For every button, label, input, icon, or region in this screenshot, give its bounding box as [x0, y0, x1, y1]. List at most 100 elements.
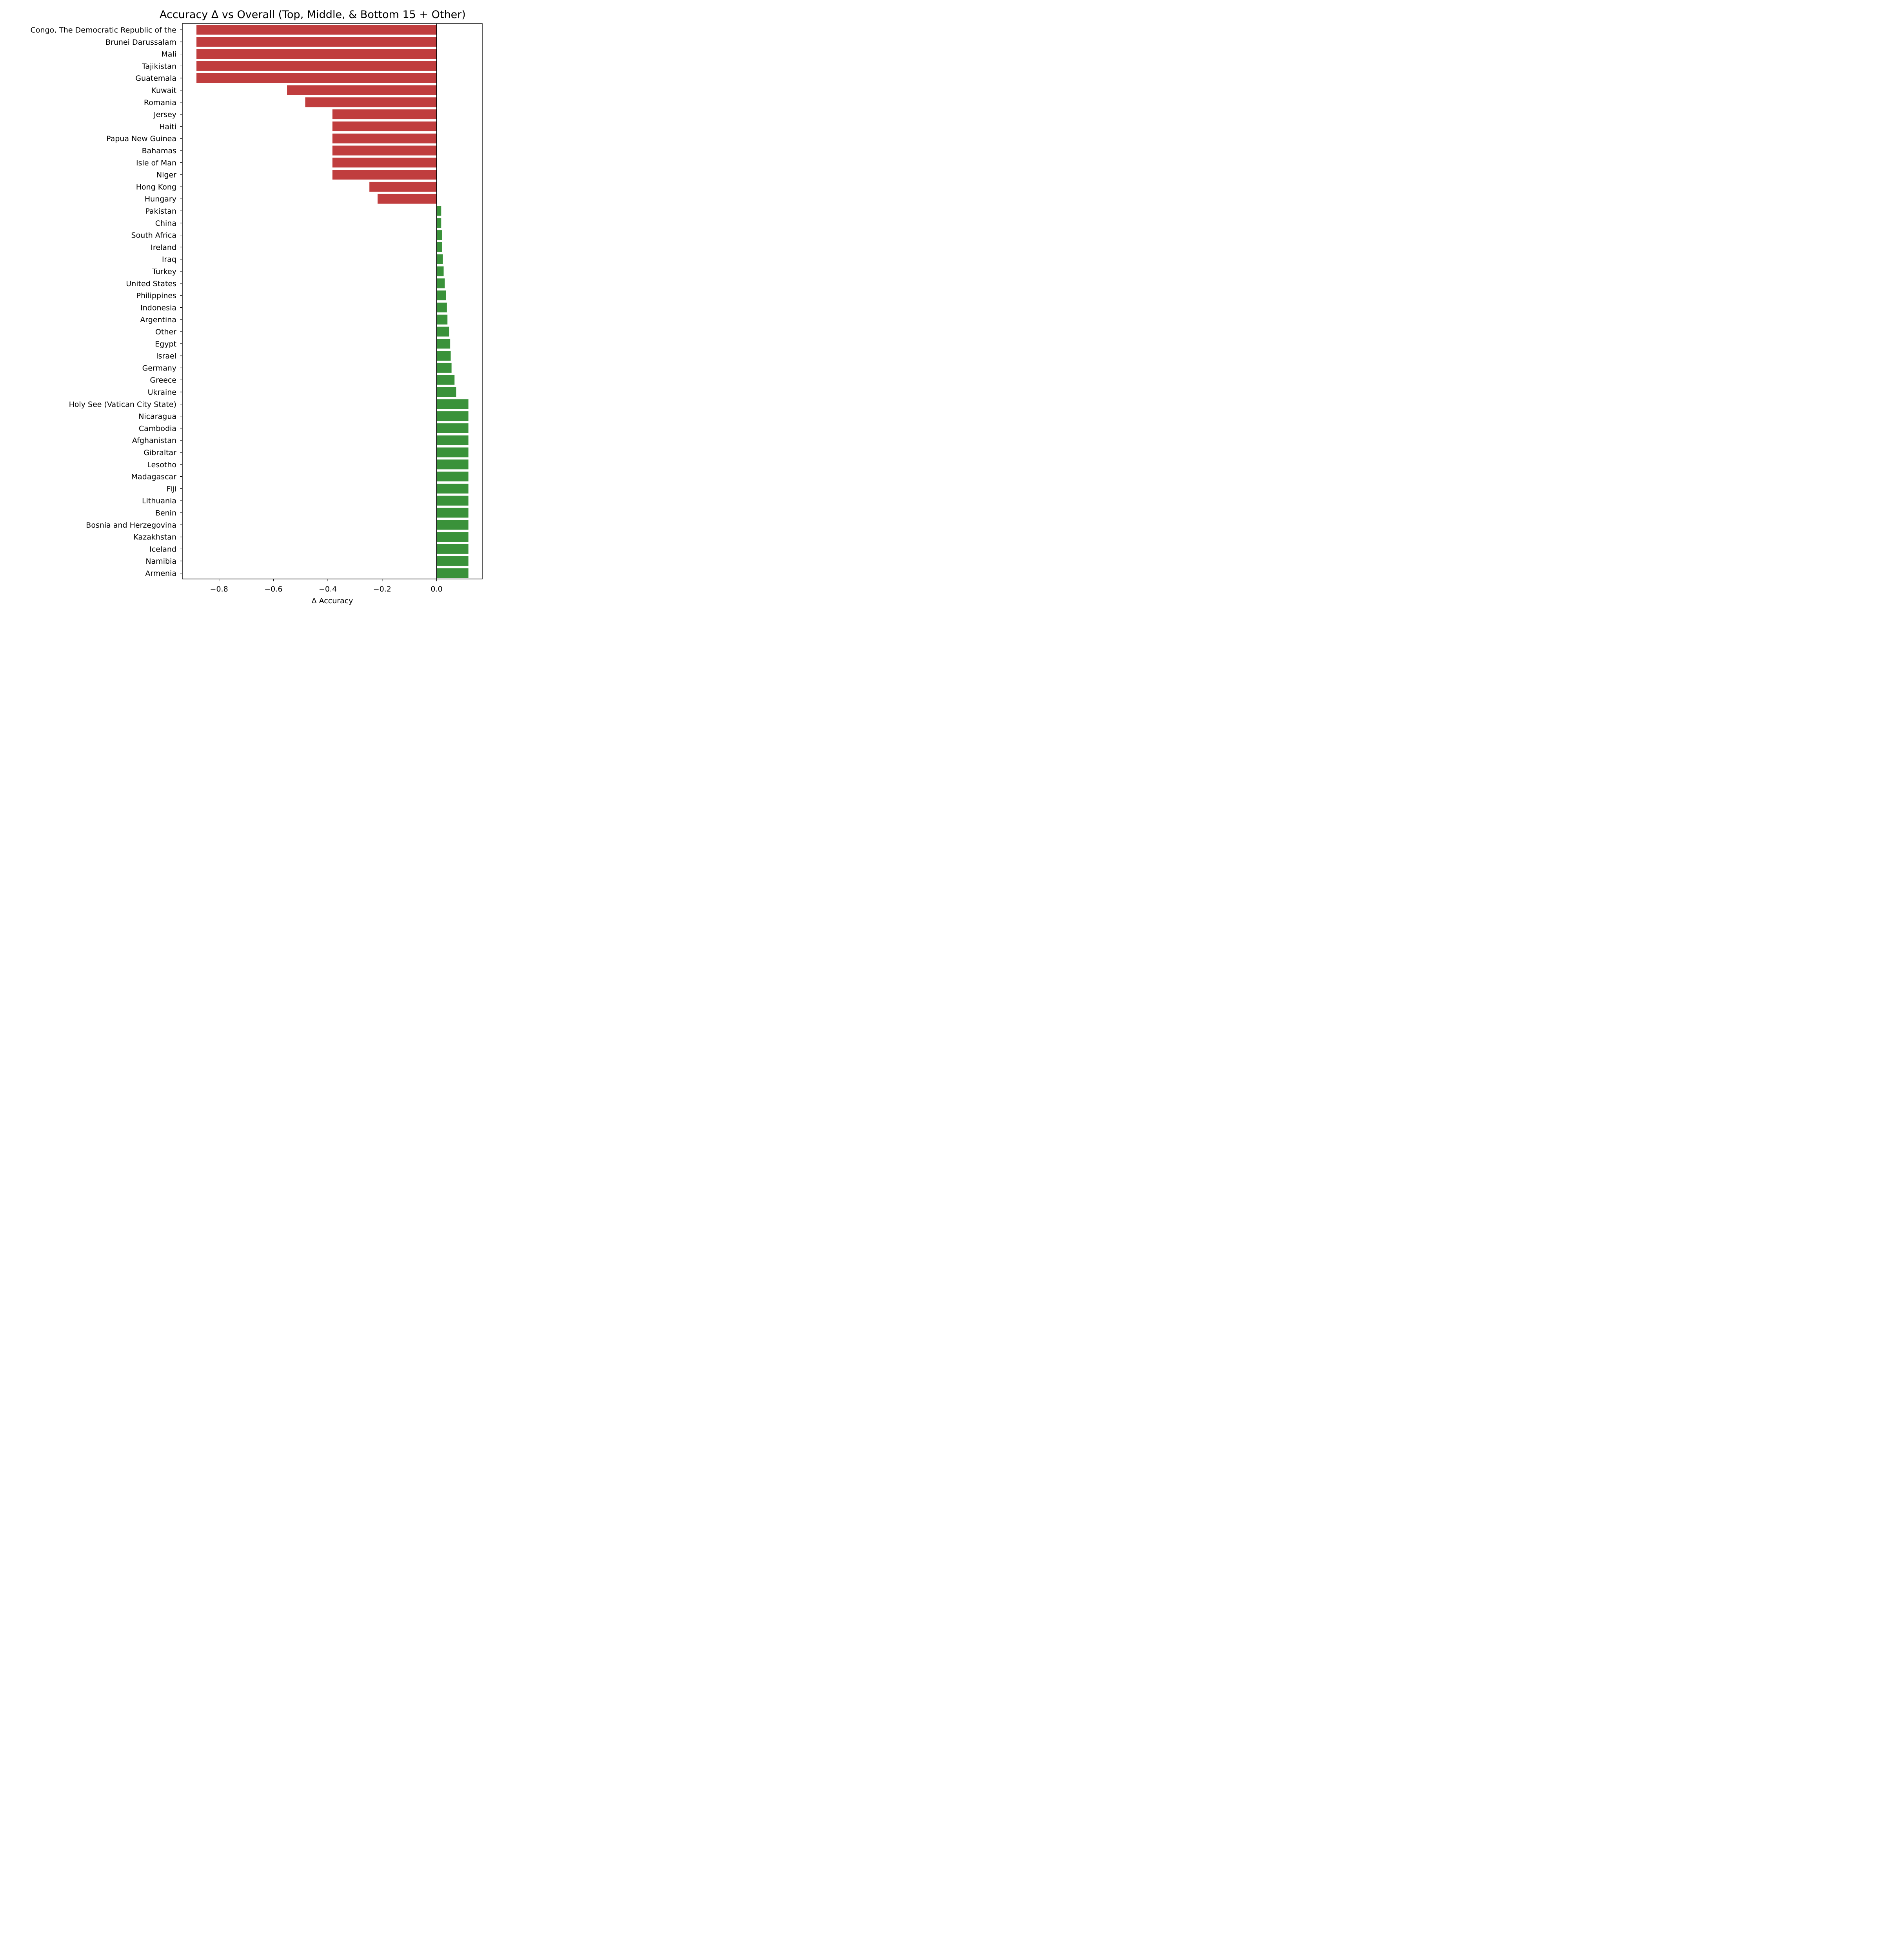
bar [436, 472, 469, 482]
y-tick-label: Gibraltar [144, 448, 176, 457]
bar [436, 556, 469, 566]
y-tick-label: Guatemala [135, 74, 176, 83]
chart-title: Accuracy Δ vs Overall (Top, Middle, & Bo… [160, 9, 466, 21]
y-tick-label: Nicaragua [138, 412, 176, 421]
y-tick-label: China [155, 219, 176, 228]
x-axis-title: Δ Accuracy [312, 597, 353, 605]
bar [436, 483, 469, 494]
y-tick-label: Germany [142, 364, 176, 372]
bar [436, 508, 469, 518]
plot-frame [182, 23, 483, 579]
y-tick-label: Greece [150, 376, 176, 385]
bar [332, 145, 437, 156]
bar [305, 97, 437, 107]
x-tick-label: −0.4 [319, 585, 337, 593]
bar [332, 133, 437, 143]
bar [332, 109, 437, 120]
y-tick-label: Indonesia [140, 303, 176, 312]
x-tick-label: 0.0 [431, 585, 442, 593]
bar [196, 61, 437, 71]
y-tick-label: Niger [156, 171, 176, 180]
y-tick-label: Cambodia [139, 424, 176, 433]
bar [436, 363, 452, 373]
bar [436, 375, 455, 385]
y-tick-label: Jersey [153, 111, 176, 119]
bar [287, 85, 437, 95]
y-tick-label: Benin [155, 509, 176, 517]
bar [436, 399, 469, 409]
y-tick-label: Afghanistan [132, 436, 176, 445]
y-tick-label: Romania [144, 98, 176, 107]
bar [332, 170, 437, 180]
y-tick-label: Mali [161, 50, 176, 59]
y-tick-label: Armenia [145, 569, 176, 578]
bar [436, 568, 469, 578]
bar [436, 314, 448, 325]
y-tick-label: Holy See (Vatican City State) [69, 400, 176, 409]
x-tick-label: −0.2 [373, 585, 391, 593]
chart-container: Accuracy Δ vs Overall (Top, Middle, & Bo… [0, 0, 492, 615]
y-tick-label: Egypt [155, 340, 176, 348]
y-tick-label: Israel [156, 352, 176, 361]
y-tick-label: Philippines [136, 292, 176, 300]
y-tick-label: Haiti [159, 122, 176, 131]
bar [436, 242, 442, 252]
bar [436, 206, 441, 216]
bar [436, 544, 469, 554]
bar [436, 520, 469, 530]
bar [436, 411, 469, 421]
bar [436, 290, 446, 301]
y-tick-label: Ireland [151, 243, 176, 252]
bar [369, 181, 437, 192]
y-tick-labels: Congo, The Democratic Republic of the Bru… [31, 26, 182, 578]
y-tick-label: Iraq [162, 255, 176, 264]
bar [436, 278, 445, 289]
y-tick-label: Brunei Darussalam [105, 38, 176, 47]
y-tick-label: Bosnia and Herzegovina [86, 521, 176, 530]
bar [196, 73, 437, 83]
y-tick-label: Kazakhstan [134, 533, 176, 542]
x-tick-label: −0.6 [264, 585, 282, 593]
y-tick-label: Kuwait [152, 86, 176, 95]
y-tick-label: Fiji [167, 485, 176, 493]
bar [436, 495, 469, 506]
bar [436, 532, 469, 542]
bar [436, 266, 444, 276]
bar [436, 459, 469, 470]
bar [436, 447, 469, 457]
bar [436, 218, 441, 228]
y-tick-label: Bahamas [142, 147, 176, 155]
bar [436, 339, 451, 349]
bar [436, 423, 469, 433]
bar [332, 158, 437, 168]
y-tick-label: United States [126, 279, 176, 288]
bar [436, 254, 443, 264]
y-tick-label: Lithuania [142, 497, 176, 505]
bar [436, 230, 442, 240]
x-tick-labels: −0.8 −0.6 −0.4 −0.2 0.0 [210, 579, 443, 593]
y-tick-label: Madagascar [131, 473, 176, 481]
bar [436, 387, 456, 397]
y-tick-label: Argentina [140, 316, 176, 324]
bar [196, 37, 437, 47]
y-tick-label: Turkey [152, 267, 176, 276]
y-tick-label: Lesotho [147, 461, 176, 469]
bar [196, 25, 437, 35]
bar [436, 351, 451, 361]
bar [436, 435, 469, 445]
y-tick-label: Ukraine [148, 388, 176, 397]
bar [196, 49, 437, 59]
y-tick-label: Hong Kong [136, 183, 176, 191]
bar [332, 121, 437, 131]
x-tick-label: −0.8 [210, 585, 228, 593]
y-tick-label: Hungary [145, 195, 176, 203]
y-tick-label: Iceland [149, 545, 176, 554]
y-tick-label: Namibia [145, 557, 176, 566]
y-tick-label: Pakistan [145, 207, 176, 216]
bars-layer [196, 25, 469, 578]
y-tick-label: Isle of Man [136, 159, 176, 167]
y-tick-label: Other [155, 328, 176, 336]
y-tick-label: Tajikistan [142, 62, 176, 71]
y-tick-label: Papua New Guinea [106, 134, 176, 143]
bar [436, 302, 447, 312]
